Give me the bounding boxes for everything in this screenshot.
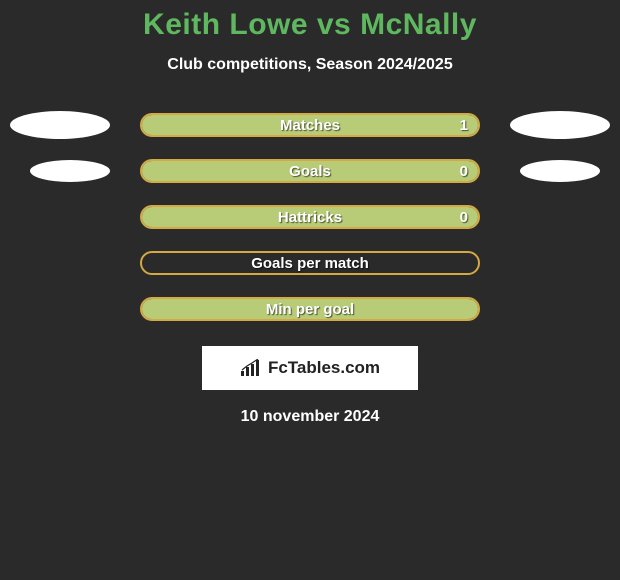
- stat-row: Min per goal: [0, 286, 620, 332]
- branding-box[interactable]: FcTables.com: [202, 346, 418, 390]
- stat-bar: Hattricks0: [140, 205, 480, 229]
- stat-label: Goals: [142, 161, 478, 181]
- stat-bar: Goals0: [140, 159, 480, 183]
- chart-icon: [240, 359, 262, 377]
- stats-wrap: Matches1Goals0Hattricks0Goals per matchM…: [0, 102, 620, 332]
- stat-bar: Goals per match: [140, 251, 480, 275]
- page-subtitle: Club competitions, Season 2024/2025: [0, 56, 620, 74]
- page-title: Keith Lowe vs McNally: [0, 8, 620, 42]
- left-ellipse: [10, 111, 110, 139]
- branding-inner: FcTables.com: [240, 358, 380, 378]
- stat-label: Min per goal: [142, 299, 478, 319]
- left-ellipse: [30, 160, 110, 182]
- stat-label: Matches: [142, 115, 478, 135]
- right-ellipse: [510, 111, 610, 139]
- stat-row: Hattricks0: [0, 194, 620, 240]
- stat-bar: Matches1: [140, 113, 480, 137]
- stat-row: Goals0: [0, 148, 620, 194]
- stat-bar: Min per goal: [140, 297, 480, 321]
- stat-label: Goals per match: [142, 253, 478, 273]
- stat-value: 1: [460, 115, 468, 135]
- stat-row: Goals per match: [0, 240, 620, 286]
- date-text: 10 november 2024: [0, 408, 620, 426]
- stat-value: 0: [460, 161, 468, 181]
- branding-text: FcTables.com: [268, 358, 380, 378]
- stat-label: Hattricks: [142, 207, 478, 227]
- right-ellipse: [520, 160, 600, 182]
- stat-row: Matches1: [0, 102, 620, 148]
- stat-value: 0: [460, 207, 468, 227]
- comparison-container: Keith Lowe vs McNally Club competitions,…: [0, 0, 620, 426]
